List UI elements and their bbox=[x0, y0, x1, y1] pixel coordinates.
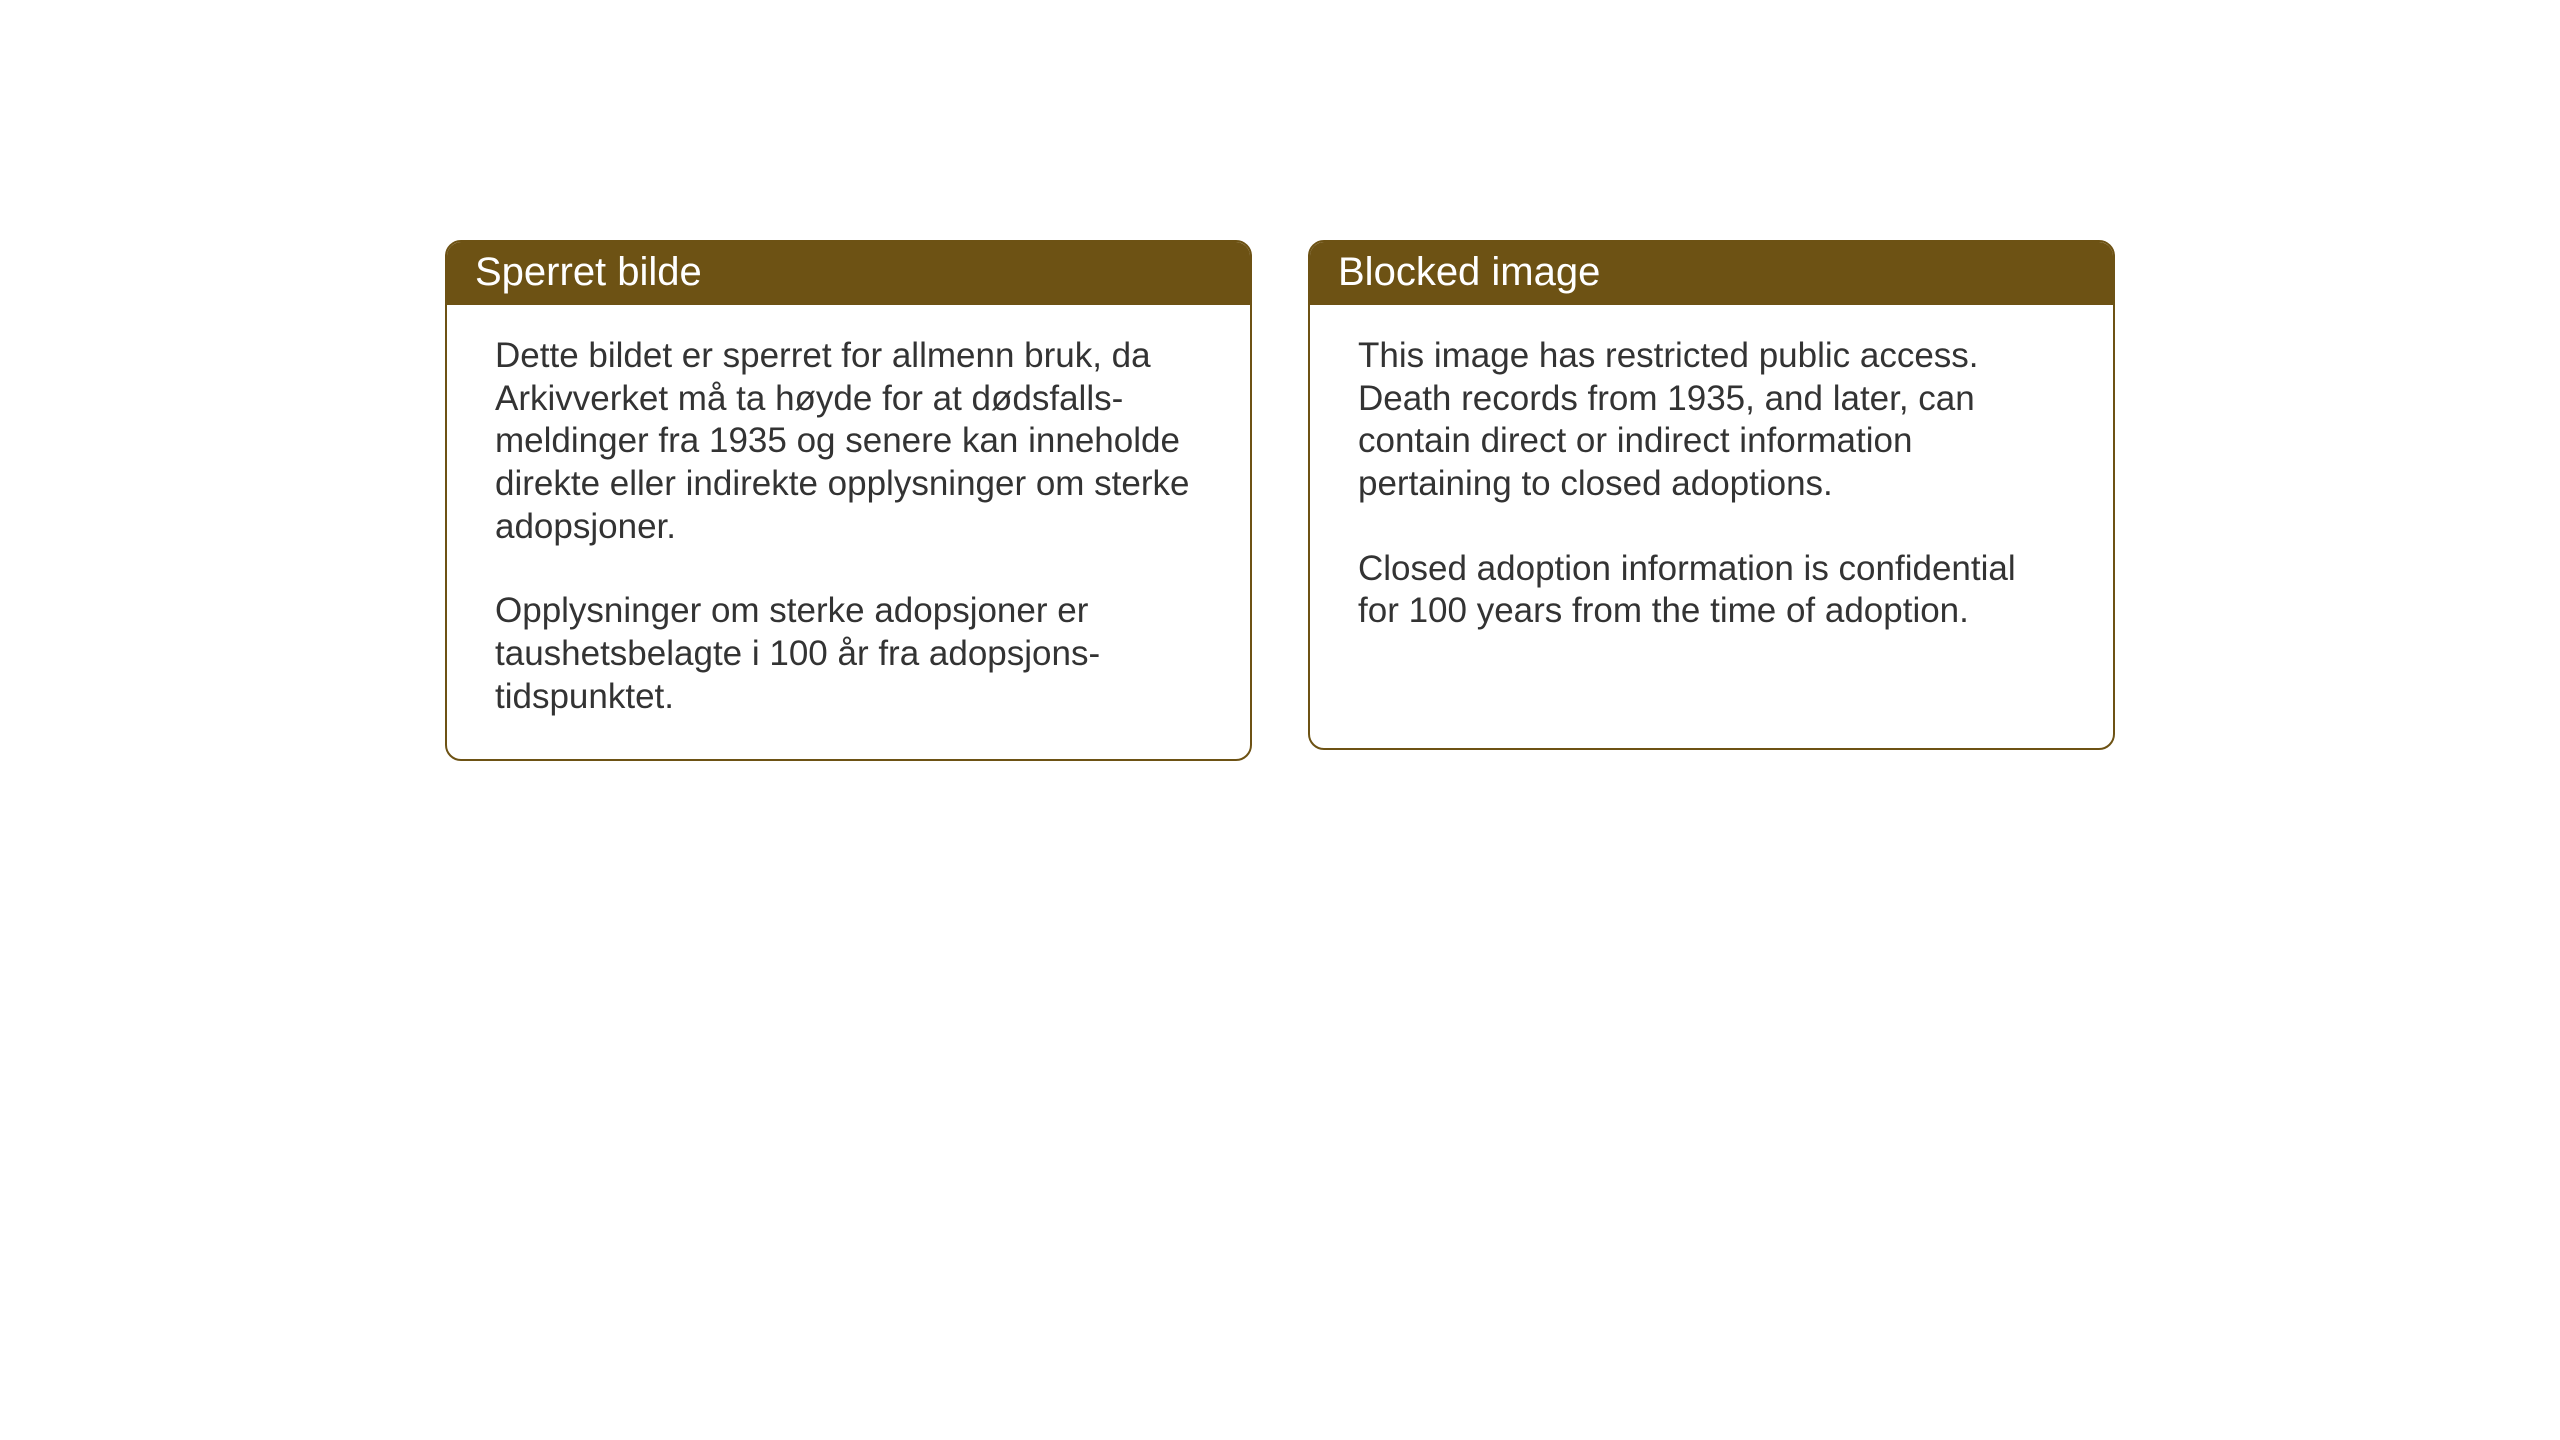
notice-header-norwegian: Sperret bilde bbox=[447, 242, 1250, 305]
notice-header-english: Blocked image bbox=[1310, 242, 2113, 305]
notice-body-english: This image has restricted public access.… bbox=[1310, 305, 2113, 673]
notice-container: Sperret bilde Dette bildet er sperret fo… bbox=[445, 240, 2115, 761]
notice-paragraph-1-english: This image has restricted public access.… bbox=[1358, 335, 2065, 506]
notice-body-norwegian: Dette bildet er sperret for allmenn bruk… bbox=[447, 305, 1250, 759]
notice-paragraph-2-english: Closed adoption information is confident… bbox=[1358, 548, 2065, 633]
notice-title-english: Blocked image bbox=[1338, 250, 1600, 294]
notice-card-norwegian: Sperret bilde Dette bildet er sperret fo… bbox=[445, 240, 1252, 761]
notice-card-english: Blocked image This image has restricted … bbox=[1308, 240, 2115, 750]
notice-paragraph-1-norwegian: Dette bildet er sperret for allmenn bruk… bbox=[495, 335, 1202, 548]
notice-title-norwegian: Sperret bilde bbox=[475, 250, 702, 294]
notice-paragraph-2-norwegian: Opplysninger om sterke adopsjoner er tau… bbox=[495, 590, 1202, 718]
